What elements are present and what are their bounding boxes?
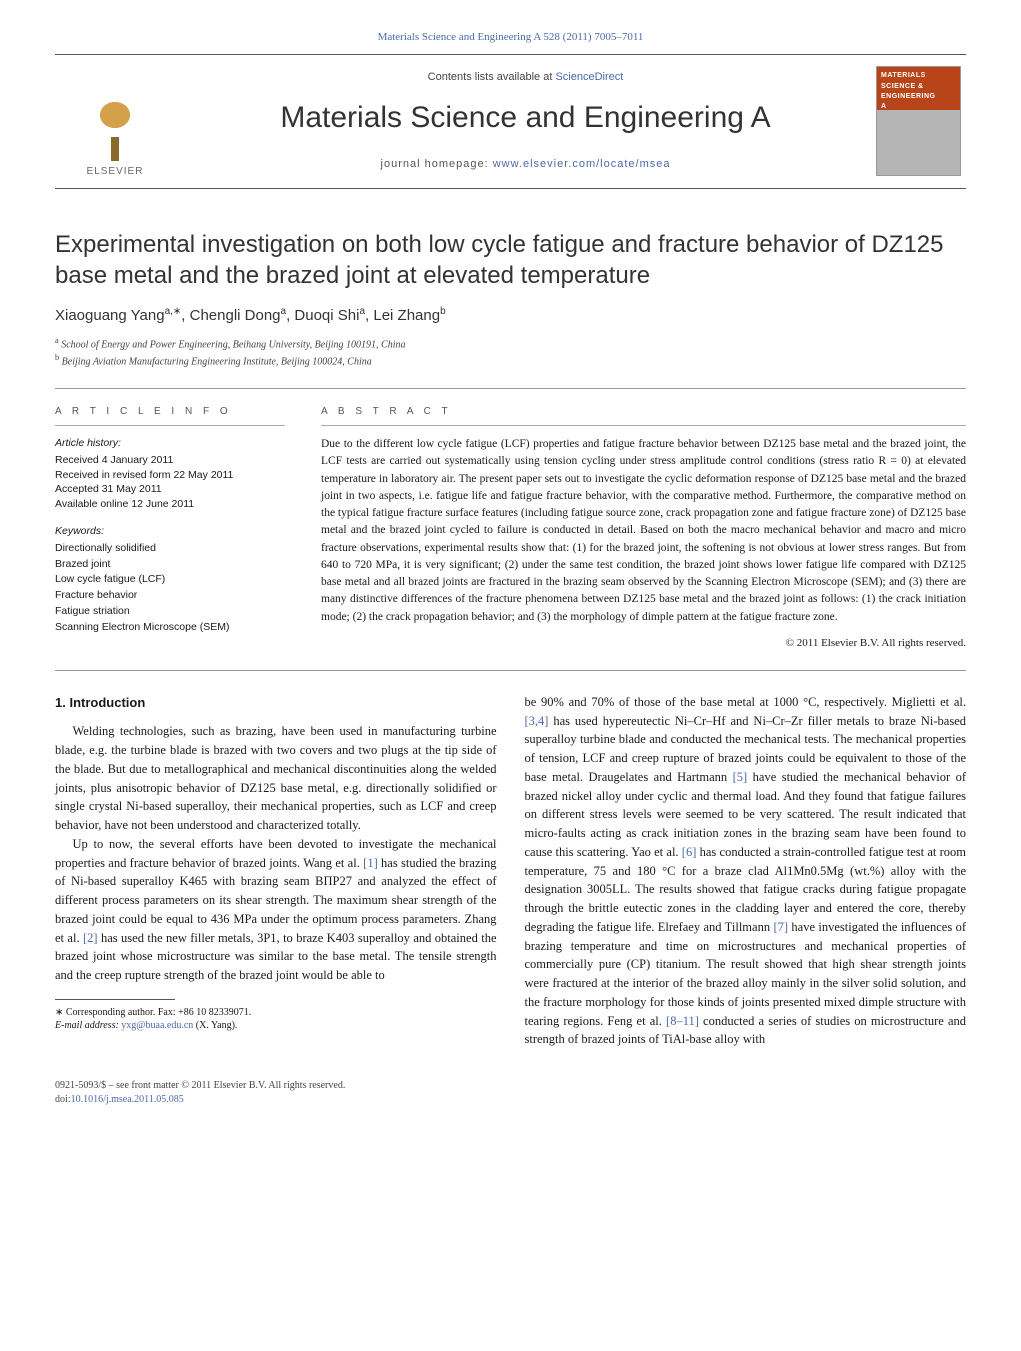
- article-info-heading: A R T I C L E I N F O: [55, 405, 285, 427]
- section-1-heading: 1. Introduction: [55, 693, 497, 713]
- body-columns: 1. Introduction Welding technologies, su…: [55, 693, 966, 1049]
- history-online: Available online 12 June 2011: [55, 497, 285, 512]
- masthead-center: Contents lists available at ScienceDirec…: [175, 55, 876, 188]
- journal-homepage-line: journal homepage: www.elsevier.com/locat…: [381, 157, 671, 173]
- journal-cover-thumbnail: MATERIALS SCIENCE & ENGINEERING A: [876, 63, 966, 180]
- citation-6[interactable]: [6]: [682, 845, 697, 859]
- masthead: ELSEVIER Contents lists available at Sci…: [55, 54, 966, 189]
- p2c-text: have investigated the influences of braz…: [525, 920, 967, 1028]
- cover-title-4: A: [881, 102, 956, 112]
- cover-title-1: MATERIALS: [881, 71, 956, 81]
- article-info-block: A R T I C L E I N F O Article history: R…: [55, 405, 285, 652]
- article-title: Experimental investigation on both low c…: [55, 229, 966, 291]
- journal-homepage-link[interactable]: www.elsevier.com/locate/msea: [493, 158, 671, 170]
- sciencedirect-link[interactable]: ScienceDirect: [555, 71, 623, 83]
- elsevier-tree-icon: [85, 101, 145, 161]
- doi-link[interactable]: 10.1016/j.msea.2011.05.085: [71, 1094, 184, 1105]
- cover-title-3: ENGINEERING: [881, 92, 956, 102]
- keyword: Fracture behavior: [55, 588, 285, 604]
- citation-1[interactable]: [1]: [363, 856, 378, 870]
- history-label: Article history:: [55, 436, 285, 451]
- affiliations: a School of Energy and Power Engineering…: [55, 335, 966, 370]
- section-rule: [55, 670, 966, 671]
- keyword: Brazed joint: [55, 557, 285, 573]
- corresponding-email-link[interactable]: yxg@buaa.edu.cn: [121, 1020, 193, 1031]
- affiliation-a: School of Energy and Power Engineering, …: [61, 339, 405, 350]
- publisher-name: ELSEVIER: [85, 165, 145, 180]
- citation-5[interactable]: [5]: [733, 770, 748, 784]
- corresponding-text: ∗ Corresponding author. Fax: +86 10 8233…: [55, 1007, 251, 1018]
- abstract-heading: A B S T R A C T: [321, 405, 966, 427]
- cover-title-2: SCIENCE &: [881, 82, 956, 92]
- citation-8-11[interactable]: [8–11]: [666, 1014, 699, 1028]
- publisher-logo: ELSEVIER: [55, 55, 175, 188]
- journal-name: Materials Science and Engineering A: [280, 96, 770, 140]
- keyword: Low cycle fatigue (LCF): [55, 572, 285, 588]
- footnote-rule: [55, 999, 175, 1000]
- keywords-label: Keywords:: [55, 524, 285, 539]
- citation-3-4[interactable]: [3,4]: [525, 714, 549, 728]
- homepage-prefix: journal homepage:: [381, 158, 493, 170]
- intro-paragraph-2-continued: be 90% and 70% of those of the base meta…: [525, 693, 967, 1049]
- intro-paragraph-1: Welding technologies, such as brazing, h…: [55, 722, 497, 835]
- p2c-text: be 90% and 70% of those of the base meta…: [525, 695, 967, 709]
- author-list: Xiaoguang Yanga,∗, Chengli Donga, Duoqi …: [55, 305, 966, 327]
- p2-text: has used the new filler metals, 3P1, to …: [55, 931, 497, 983]
- email-note: E-mail address: yxg@buaa.edu.cn (X. Yang…: [55, 1019, 497, 1032]
- contents-lists-line: Contents lists available at ScienceDirec…: [428, 70, 624, 86]
- abstract-copyright: © 2011 Elsevier B.V. All rights reserved…: [321, 636, 966, 652]
- affiliation-b: Beijing Aviation Manufacturing Engineeri…: [62, 357, 372, 368]
- keywords-list: Directionally solidified Brazed joint Lo…: [55, 541, 285, 636]
- citation-2[interactable]: [2]: [83, 931, 98, 945]
- abstract-block: A B S T R A C T Due to the different low…: [321, 405, 966, 652]
- history-received: Received 4 January 2011: [55, 453, 285, 468]
- abstract-text: Due to the different low cycle fatigue (…: [321, 436, 966, 626]
- email-label: E-mail address:: [55, 1020, 119, 1031]
- intro-paragraph-2: Up to now, the several efforts have been…: [55, 835, 497, 985]
- front-matter-line: 0921-5093/$ – see front matter © 2011 El…: [55, 1079, 966, 1093]
- doi-prefix: doi:: [55, 1094, 71, 1105]
- page-footer: 0921-5093/$ – see front matter © 2011 El…: [55, 1079, 966, 1107]
- history-revised: Received in revised form 22 May 2011: [55, 468, 285, 483]
- keyword: Directionally solidified: [55, 541, 285, 557]
- email-author: (X. Yang).: [196, 1020, 238, 1031]
- keyword: Scanning Electron Microscope (SEM): [55, 620, 285, 636]
- corresponding-author-note: ∗ Corresponding author. Fax: +86 10 8233…: [55, 1006, 497, 1019]
- running-header: Materials Science and Engineering A 528 …: [55, 30, 966, 46]
- citation-7[interactable]: [7]: [773, 920, 788, 934]
- contents-prefix: Contents lists available at: [428, 71, 556, 83]
- keyword: Fatigue striation: [55, 604, 285, 620]
- history-accepted: Accepted 31 May 2011: [55, 482, 285, 497]
